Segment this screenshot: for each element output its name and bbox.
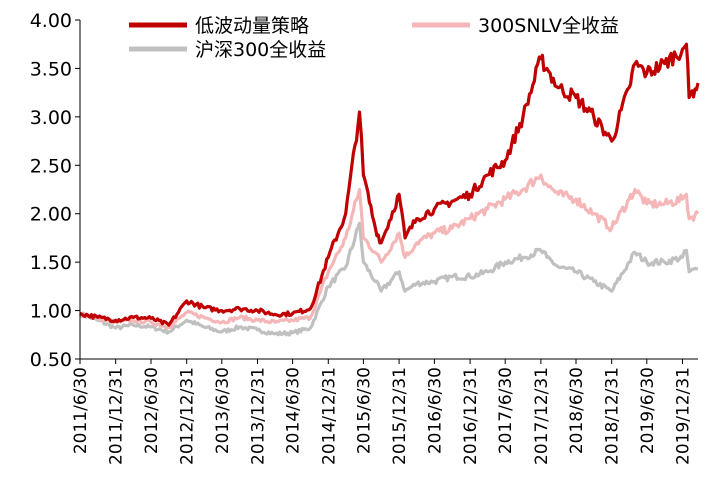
x-tick-label: 2019/6/30: [638, 367, 658, 454]
x-tick-label: 2018/12/31: [603, 367, 623, 465]
y-axis-ticks: 0.50 1.00 1.50 2.00 2.50 3.00 3.50 4.00: [30, 10, 80, 371]
plot-area: 0.50 1.00 1.50 2.00 2.50 3.00 3.50 4.00 2011/6/…: [30, 10, 700, 465]
x-tick-label: 2016/6/30: [425, 367, 445, 454]
series-line: [79, 42, 700, 327]
x-tick-label: 2015/6/30: [354, 367, 374, 454]
y-tick-label: 3.00: [30, 107, 72, 129]
x-tick-label: 2011/12/31: [107, 367, 127, 465]
y-tick-label: 2.00: [30, 204, 72, 226]
x-tick-label: 2011/6/30: [71, 367, 91, 454]
x-tick-label: 2013/6/30: [213, 367, 233, 454]
y-tick-label: 1.00: [30, 301, 72, 323]
x-tick-label: 2014/6/30: [284, 367, 304, 454]
y-tick-label: 2.50: [30, 155, 72, 177]
x-tick-label: 2017/12/31: [532, 367, 552, 465]
y-tick-label: 1.50: [30, 252, 72, 274]
x-tick-label: 2019/12/31: [673, 367, 693, 465]
legend-label: 低波动量策略: [195, 15, 309, 37]
legend-label: 300SNLV全收益: [478, 15, 619, 37]
x-tick-label: 2015/12/31: [390, 367, 410, 465]
x-tick-label: 2012/6/30: [142, 367, 162, 454]
x-tick-label: 2012/12/31: [178, 367, 198, 465]
legend-label: 沪深300全收益: [195, 39, 326, 61]
y-tick-label: 0.50: [30, 349, 72, 371]
series-line: [78, 173, 700, 330]
y-tick-label: 4.00: [30, 10, 72, 32]
x-tick-label: 2017/6/30: [496, 367, 516, 454]
series-lines: [78, 42, 700, 337]
x-tick-label: 2014/12/31: [319, 367, 339, 465]
x-axis-ticks: 2011/6/30 2011/12/31 2012/6/30 2012/12/31 20…: [71, 359, 693, 465]
x-tick-label: 2018/6/30: [567, 367, 587, 454]
x-tick-label: 2016/12/31: [461, 367, 481, 465]
series-line: [78, 221, 699, 337]
x-tick-label: 2013/12/31: [248, 367, 268, 465]
y-tick-label: 3.50: [30, 58, 72, 80]
